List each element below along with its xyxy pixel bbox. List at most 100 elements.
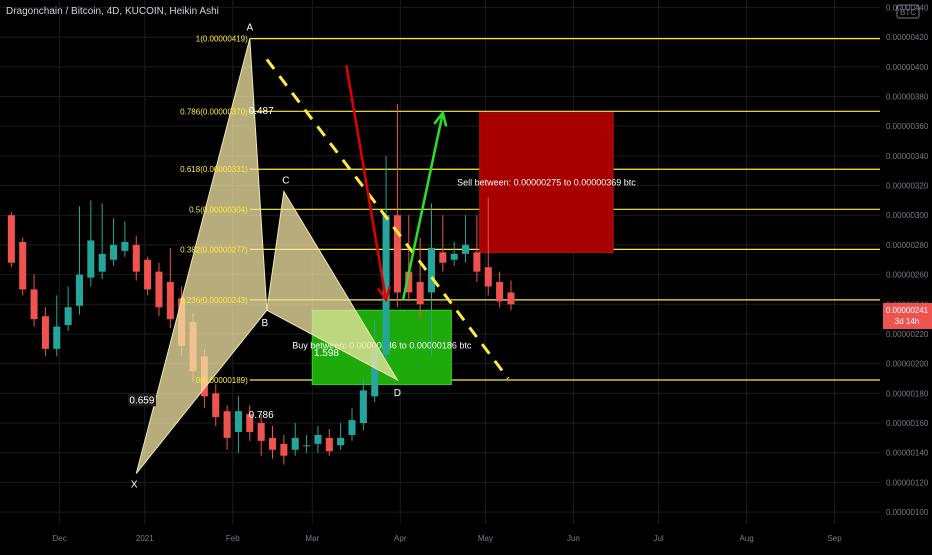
candle (496, 282, 504, 302)
candle (132, 244, 140, 272)
buy-zone-label: Buy between: 0.00000236 to 0.00000186 bt… (292, 340, 472, 350)
fib-label: 0.786(0.00000370) (180, 107, 248, 116)
candle (41, 316, 49, 349)
y-tick-label: 0.00000180 (886, 389, 929, 398)
candle (348, 420, 356, 435)
y-tick-label: 0.00000380 (886, 92, 929, 101)
x-tick-label: May (478, 534, 493, 543)
trendlines (265, 58, 510, 380)
candle (291, 437, 299, 450)
pattern-point-label: B (262, 318, 269, 329)
candle (53, 326, 61, 349)
candle (427, 247, 436, 293)
fib-label: 1(0.00000419) (196, 35, 248, 44)
candle (371, 348, 379, 397)
candle (450, 253, 458, 260)
candle (303, 445, 311, 447)
candle (268, 437, 277, 450)
green-arrow (401, 112, 445, 301)
fib-label: 0.5(0.00000304) (189, 205, 248, 214)
candle (359, 390, 367, 424)
zones: Sell between: 0.00000275 to 0.00000369 b… (292, 112, 636, 385)
y-tick-label: 0.00000360 (886, 122, 929, 131)
last-price-tag: 0.00000241 3d 14h (883, 303, 932, 329)
candle (110, 244, 118, 260)
candle (98, 253, 106, 272)
ratio-label: 0.786 (249, 410, 274, 421)
candle (462, 244, 470, 254)
y-tick-label: 0.00000260 (886, 271, 929, 280)
candle (7, 215, 15, 263)
x-tick-label: 2021 (136, 534, 154, 543)
candle (155, 271, 163, 308)
candle (507, 292, 515, 305)
ratio-badge (127, 393, 156, 407)
x-tick-label: Apr (394, 534, 407, 543)
x-tick-label: Dec (52, 534, 66, 543)
y-tick-label: 0.00000280 (886, 241, 929, 250)
y-tick-label: 0.00000400 (886, 63, 929, 72)
fib-label: 0.618(0.00000331) (180, 165, 248, 174)
x-tick-label: Mar (305, 534, 319, 543)
candle (223, 411, 231, 438)
candle (64, 307, 72, 326)
red-arrow (345, 65, 388, 301)
fib-label: 0.382(0.00000277) (180, 245, 248, 254)
y-tick-label: 0.00000300 (886, 211, 929, 220)
candle (439, 252, 447, 263)
pattern-point-label: D (394, 388, 401, 399)
red-arrow-head (376, 286, 392, 303)
candle (30, 289, 38, 320)
candle (234, 411, 242, 432)
fib-label: 0.236(0.00000243) (180, 296, 248, 305)
x-tick-label: Jul (653, 534, 663, 543)
candle (246, 414, 254, 432)
candle (405, 271, 413, 293)
candle (166, 282, 174, 320)
x-tick-label: Feb (226, 534, 240, 543)
y-tick-label: 0.00000100 (886, 508, 929, 517)
fib-label: 0(0.00000189) (196, 376, 248, 385)
pattern-point-label: X (131, 480, 138, 491)
chart-title: Dragonchain / Bitcoin, 4D, KUCOIN, Heiki… (6, 6, 219, 17)
pattern-point-label: C (282, 175, 289, 186)
currency-badge-label: BTC (900, 8, 916, 17)
x-tick-label: Aug (739, 534, 753, 543)
y-tick-label: 0.00000440 (886, 3, 929, 12)
candle (393, 215, 401, 293)
y-tick-label: 0.00000140 (886, 449, 929, 458)
y-tick-label: 0.00000160 (886, 419, 929, 428)
y-tick-label: 0.00000420 (886, 33, 929, 42)
candle (382, 215, 390, 355)
candle (484, 267, 492, 287)
candle (144, 259, 152, 290)
ratio-label: 0.487 (249, 106, 274, 117)
ratio-label: 1.598 (314, 348, 339, 359)
green-arrow-head (433, 110, 448, 127)
harmonic-pattern: X A B C D 0.659 0.786 0.487 1.598 (127, 23, 401, 491)
x-tick-label: Sep (827, 534, 842, 543)
fib-labels: 1(0.00000419) 0.786(0.00000370) 0.618(0.00… (180, 35, 248, 385)
candle (416, 282, 424, 305)
y-tick-label: 0.00000320 (886, 182, 929, 191)
y-tick-label: 0.00000120 (886, 478, 929, 487)
y-tick-label: 0.00000220 (886, 330, 929, 339)
currency-badge[interactable]: BTC (896, 4, 920, 19)
last-price-value: 0.00000241 (886, 306, 929, 315)
candle (75, 274, 84, 306)
sell-zone (479, 112, 614, 253)
candle (212, 393, 220, 418)
ratio-label: 0.659 (129, 395, 154, 406)
candle (121, 241, 129, 251)
dashed-trendline (265, 58, 510, 380)
pattern-bcd (266, 190, 399, 382)
countdown-value: 3d 14h (895, 317, 919, 326)
candle (325, 437, 333, 452)
x-tick-label: Jun (567, 534, 580, 543)
candle (280, 443, 288, 456)
y-tick-label: 0.00000200 (886, 360, 929, 369)
pattern-point-label: A (246, 23, 253, 34)
candle (473, 252, 481, 272)
